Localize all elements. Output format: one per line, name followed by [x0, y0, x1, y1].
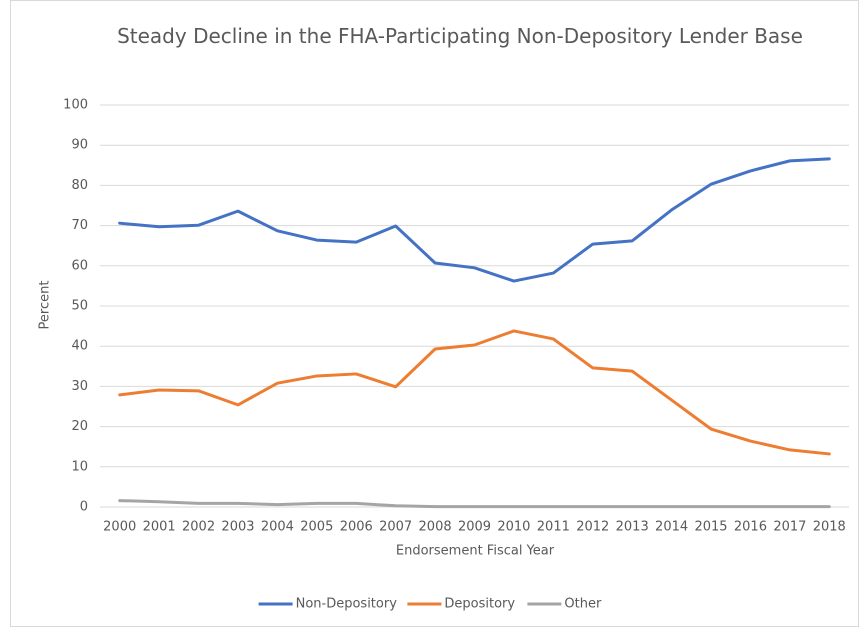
x-tick-label: 2002	[182, 520, 215, 535]
y-tick-label: 80	[71, 178, 88, 193]
x-tick-label: 2007	[379, 520, 412, 535]
x-tick-label: 2012	[576, 520, 609, 535]
x-axis-label: Endorsement Fiscal Year	[396, 544, 555, 559]
x-tick-label: 2005	[300, 520, 333, 535]
data-line	[118, 329, 831, 456]
x-tick-label: 2009	[458, 520, 491, 535]
x-tick-label: 2013	[616, 520, 649, 535]
x-tick-label: 2018	[813, 520, 846, 535]
x-tick-label: 2015	[694, 520, 727, 535]
y-tick-label: 0	[80, 500, 88, 515]
x-tick-label: 2016	[734, 520, 767, 535]
y-tick-label: 60	[71, 258, 88, 273]
chart-title: Steady Decline in the FHA-Participating …	[117, 24, 803, 48]
y-tick-label: 10	[71, 459, 88, 474]
y-tick-label: 100	[63, 98, 88, 113]
data-line	[118, 499, 831, 509]
x-tick-label: 2000	[103, 520, 136, 535]
x-tick-label: 2017	[773, 520, 806, 535]
y-tick-label: 20	[71, 419, 88, 434]
y-tick-label: 30	[71, 379, 88, 394]
legend-label: Non-Depository	[296, 597, 398, 612]
y-axis-label: Percent	[38, 281, 53, 330]
y-tick-label: 50	[71, 299, 88, 314]
x-tick-label: 2014	[655, 520, 688, 535]
x-tick-label: 2008	[419, 520, 452, 535]
x-tick-label: 2006	[340, 520, 373, 535]
x-tick-label: 2004	[261, 520, 294, 535]
legend-label: Depository	[444, 597, 515, 612]
legend-label: Other	[564, 597, 602, 612]
data-line	[118, 157, 831, 283]
y-tick-label: 70	[71, 218, 88, 233]
y-tick-label: 40	[71, 339, 88, 354]
x-tick-label: 2001	[143, 520, 176, 535]
x-tick-label: 2003	[221, 520, 254, 535]
x-tick-label: 2011	[537, 520, 570, 535]
x-tick-label: 2010	[497, 520, 530, 535]
y-tick-label: 90	[71, 138, 88, 153]
